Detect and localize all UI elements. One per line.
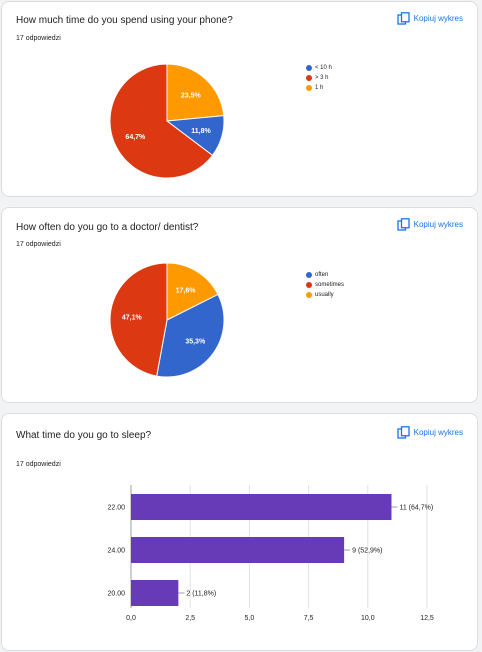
legend-swatch xyxy=(306,65,312,71)
x-tick-label: 12,5 xyxy=(420,615,434,622)
question-title: How much time do you spend using your ph… xyxy=(16,15,233,26)
legend-item: sometimes xyxy=(306,280,344,290)
legend-item: usually xyxy=(306,290,344,300)
pie-slice-label: 35,3% xyxy=(185,339,206,346)
legend-label: usually xyxy=(315,292,334,298)
response-count: 17 odpowiedzi xyxy=(16,241,61,248)
legend-item: 1 h xyxy=(306,83,332,93)
chart-card-phone-time: How much time do you spend using your ph… xyxy=(1,1,478,197)
bar-data-label: 2 (11,8%) xyxy=(186,591,216,598)
pie-slice-label: 23,5% xyxy=(181,92,202,99)
pie-slice-label: 17,6% xyxy=(176,287,197,294)
legend-label: 1 h xyxy=(315,85,324,91)
legend-swatch xyxy=(306,272,312,278)
bar-20-00[interactable] xyxy=(131,580,179,606)
chart-legend: often sometimes usually xyxy=(306,270,344,300)
legend-swatch xyxy=(306,292,312,298)
legend-item: often xyxy=(306,270,344,280)
legend-label: > 3 h xyxy=(315,75,329,81)
copy-icon xyxy=(396,426,410,439)
y-category-label: 22.00 xyxy=(107,505,125,512)
x-tick-label: 2,5 xyxy=(185,615,195,622)
bar-22-00[interactable] xyxy=(131,494,392,520)
bar-24-00[interactable] xyxy=(131,537,345,563)
pie-slice-1-h[interactable] xyxy=(166,63,225,122)
copy-icon xyxy=(396,12,410,25)
pie-slice-label: 47,1% xyxy=(122,314,143,321)
chart-card-sleep: What time do you go to sleep? 17 odpowie… xyxy=(1,413,478,651)
legend-label: often xyxy=(315,272,329,278)
pie-chart-phone-time: 23,5% 11,8% 64,7% xyxy=(109,63,225,179)
y-category-label: 20.00 xyxy=(107,591,125,598)
x-tick-label: 10,0 xyxy=(361,615,375,622)
pie-chart-doctor: 17,6% 35,3% 47,1% xyxy=(109,262,225,378)
pie-slice-label: 64,7% xyxy=(125,134,146,141)
bar-data-label: 9 (52,9%) xyxy=(352,548,382,555)
legend-swatch xyxy=(306,282,312,288)
x-tick-label: 7,5 xyxy=(304,615,314,622)
bar-chart-sleep: 0,0 2,5 5,0 7,5 10,0 12,5 22.00 11 (64,7%) 24.00… xyxy=(107,485,434,622)
copy-chart-label: Kopiuj wykres xyxy=(413,14,463,23)
response-count: 17 odpowiedzi xyxy=(16,35,61,42)
legend-label: < 10 h xyxy=(315,65,332,71)
question-title: How often do you go to a doctor/ dentist… xyxy=(16,222,199,233)
legend-item: > 3 h xyxy=(306,73,332,83)
copy-chart-button[interactable]: Kopiuj wykres xyxy=(396,426,463,439)
response-count: 17 odpowiedzi xyxy=(16,461,61,468)
chart-card-doctor: How often do you go to a doctor/ dentist… xyxy=(1,207,478,403)
x-tick-label: 0,0 xyxy=(126,615,136,622)
pie-slice-sometimes[interactable] xyxy=(109,262,168,377)
legend-swatch xyxy=(306,75,312,81)
copy-chart-button[interactable]: Kopiuj wykres xyxy=(396,12,463,25)
x-tick-label: 5,0 xyxy=(245,615,255,622)
bar-data-label: 11 (64,7%) xyxy=(399,505,433,512)
pie-slice-label: 11,8% xyxy=(191,128,211,135)
copy-chart-label: Kopiuj wykres xyxy=(413,428,463,437)
copy-chart-button[interactable]: Kopiuj wykres xyxy=(396,218,463,231)
legend-swatch xyxy=(306,85,312,91)
y-category-label: 24.00 xyxy=(107,548,125,555)
legend-label: sometimes xyxy=(315,282,345,288)
copy-icon xyxy=(396,218,410,231)
pie-slice-3-h[interactable] xyxy=(109,63,214,179)
pie-slice-often[interactable] xyxy=(156,293,225,378)
chart-legend: < 10 h > 3 h 1 h xyxy=(306,63,332,93)
copy-chart-label: Kopiuj wykres xyxy=(413,220,463,229)
question-title: What time do you go to sleep? xyxy=(16,430,152,441)
pie-slice-usually[interactable] xyxy=(166,262,219,321)
legend-item: < 10 h xyxy=(306,63,332,73)
